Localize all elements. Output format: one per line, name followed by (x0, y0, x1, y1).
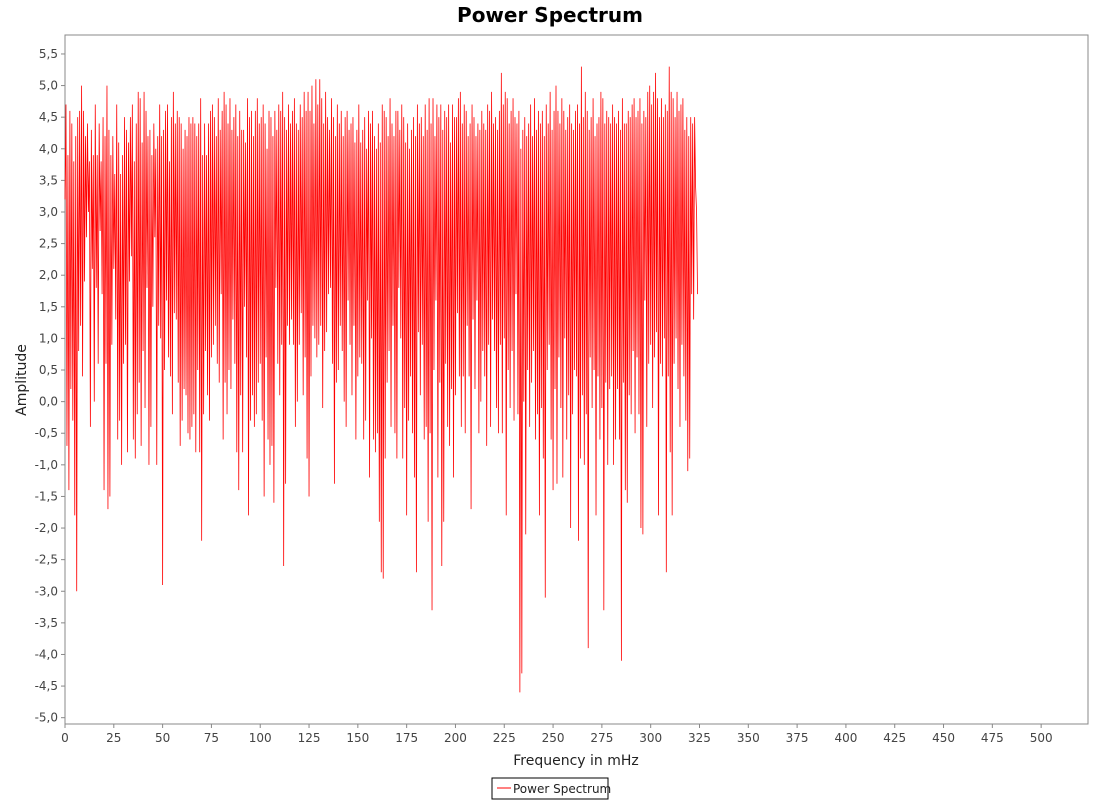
x-tick-label: 325 (688, 731, 711, 745)
y-tick-label: 1,5 (39, 300, 58, 314)
x-tick-label: 275 (590, 731, 613, 745)
x-tick-label: 175 (395, 731, 418, 745)
x-axis: 0 25 50 75 100 125 150 175 200 225 250 275 300 325 350… (61, 724, 1053, 745)
y-tick-label: 1,0 (39, 331, 58, 345)
y-tick-label: -1,5 (35, 489, 58, 503)
x-tick-label: 425 (883, 731, 906, 745)
y-tick-label: 5,0 (39, 79, 58, 93)
y-tick-label: -2,0 (35, 521, 58, 535)
y-tick-label: -1,0 (35, 458, 58, 472)
legend-item-power-spectrum: Power Spectrum (513, 782, 611, 796)
x-tick-label: 25 (106, 731, 121, 745)
x-tick-label: 400 (834, 731, 857, 745)
x-tick-label: 450 (932, 731, 955, 745)
y-tick-label: 3,0 (39, 205, 58, 219)
y-tick-label: -5,0 (35, 711, 58, 725)
x-tick-label: 50 (155, 731, 170, 745)
y-tick-label: -4,0 (35, 647, 58, 661)
y-tick-label: -4,5 (35, 679, 58, 693)
y-tick-label: 2,5 (39, 237, 58, 251)
y-tick-label: -0,5 (35, 426, 58, 440)
y-tick-label: -2,5 (35, 553, 58, 567)
x-axis-label: Frequency in mHz (513, 753, 639, 769)
x-tick-label: 300 (639, 731, 662, 745)
x-tick-label: 225 (493, 731, 516, 745)
x-tick-label: 375 (786, 731, 809, 745)
chart-title: Power Spectrum (457, 3, 643, 27)
series-line-power-spectrum (64, 66, 698, 693)
y-tick-label: 5,5 (39, 47, 58, 61)
x-tick-label: 200 (444, 731, 467, 745)
y-axis: 5,5 5,0 4,5 4,0 3,5 3,0 2,5 2,0 1,5 1,0 0,5 0,0 -0,5… (35, 47, 65, 725)
y-tick-label: 0,5 (39, 363, 58, 377)
y-tick-label: 4,0 (39, 142, 58, 156)
x-tick-label: 500 (1030, 731, 1053, 745)
y-tick-label: 0,0 (39, 395, 58, 409)
x-tick-label: 350 (737, 731, 760, 745)
y-tick-label: 2,0 (39, 268, 58, 282)
legend-box (491, 777, 609, 800)
x-tick-label: 100 (249, 731, 272, 745)
x-tick-label: 0 (61, 731, 69, 745)
x-tick-label: 475 (981, 731, 1004, 745)
y-axis-label: Amplitude (14, 344, 30, 416)
x-tick-label: 75 (204, 731, 219, 745)
y-tick-label: 4,5 (39, 110, 58, 124)
series-layer (64, 66, 698, 693)
legend: Power Spectrum (491, 777, 611, 800)
x-tick-label: 250 (542, 731, 565, 745)
y-tick-label: 3,5 (39, 173, 58, 187)
x-tick-label: 150 (346, 731, 369, 745)
y-tick-label: -3,5 (35, 616, 58, 630)
y-tick-label: -3,0 (35, 584, 58, 598)
x-tick-label: 125 (298, 731, 321, 745)
